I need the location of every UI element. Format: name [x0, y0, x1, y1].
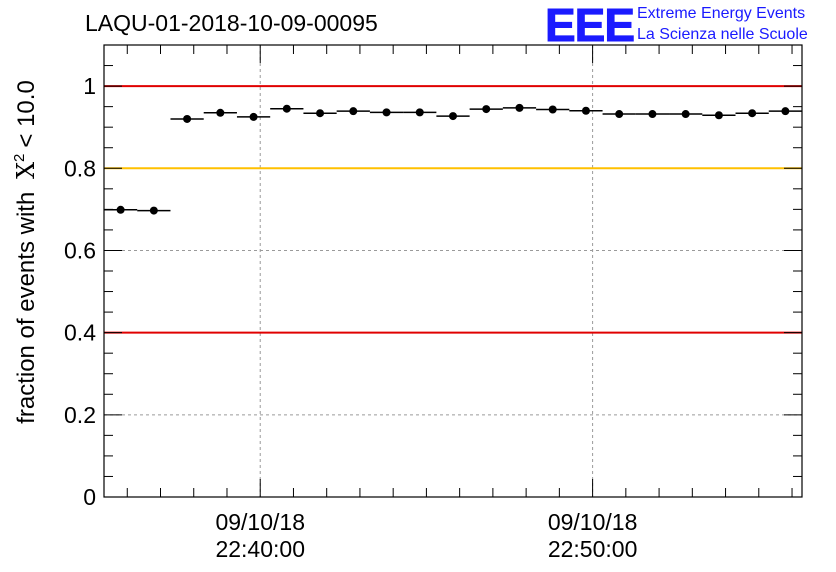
y-tick-label: 0.6 — [64, 237, 96, 263]
y-tick-labels: 0 0.2 0.4 0.6 0.8 1 — [64, 73, 96, 510]
x-tick-date: 09/10/18 — [215, 509, 305, 535]
data-point-marker — [748, 109, 757, 118]
data-point — [469, 105, 503, 114]
data-point-marker — [581, 106, 590, 115]
data-point — [369, 108, 404, 117]
data-point — [602, 110, 636, 119]
y-label-text: fraction of events with — [13, 192, 40, 424]
eee-logo-mark: EEE — [544, 0, 635, 52]
data-point-marker — [316, 109, 325, 118]
data-points — [104, 103, 802, 215]
data-point-marker — [216, 108, 225, 117]
data-point — [303, 109, 337, 118]
y-label-sup: 2 — [11, 154, 28, 162]
data-point-marker — [116, 205, 125, 214]
data-point-marker — [648, 110, 657, 119]
data-point — [203, 108, 237, 117]
data-point-marker — [282, 104, 291, 113]
y-tick-label: 0.2 — [64, 402, 96, 428]
data-point-marker — [515, 103, 524, 112]
data-point — [436, 112, 470, 121]
data-point-marker — [714, 111, 723, 120]
y-tick-label: 0.8 — [64, 155, 96, 181]
data-point — [536, 105, 570, 114]
y-tick-label: 0.4 — [64, 320, 96, 346]
data-point — [137, 206, 171, 215]
axis-ticks — [104, 44, 802, 498]
data-point-marker — [183, 114, 192, 123]
data-point-marker — [349, 107, 358, 116]
data-point-marker — [781, 107, 790, 116]
data-point — [336, 107, 370, 116]
data-point-marker — [681, 110, 690, 119]
data-point — [768, 107, 802, 116]
data-point-marker — [449, 112, 457, 121]
y-label-tail: < 10.0 — [13, 80, 40, 147]
data-point-marker — [382, 108, 391, 117]
y-tick-label: 0 — [83, 484, 96, 510]
reference-lines — [104, 85, 802, 334]
data-point-marker — [482, 105, 491, 114]
data-point — [104, 205, 138, 214]
data-point — [635, 110, 670, 119]
data-point-marker — [615, 110, 624, 119]
svg-text:fraction of events with: fraction of events with X2 < 10.0 — [11, 80, 40, 424]
data-point-marker — [149, 206, 158, 215]
x-tick-date: 09/10/18 — [548, 509, 638, 535]
data-point — [236, 112, 271, 121]
data-point — [403, 108, 437, 117]
data-point-marker — [249, 112, 258, 121]
data-point — [702, 111, 736, 120]
x-tick-time: 22:50:00 — [548, 536, 638, 562]
data-point — [669, 110, 703, 119]
x-tick-time: 22:40:00 — [215, 536, 305, 562]
data-point-marker — [548, 105, 557, 114]
y-axis-label: fraction of events with X2 < 10.0 — [11, 80, 40, 424]
data-point — [170, 114, 204, 123]
data-point — [735, 109, 769, 118]
y-tick-label: 1 — [83, 73, 96, 99]
data-point — [270, 104, 304, 113]
logo-line-1: Extreme Energy Events — [637, 5, 806, 22]
data-point-marker — [415, 108, 424, 117]
y-label-chi: X — [12, 162, 40, 179]
chart-title: LAQU-01-2018-10-09-00095 — [85, 10, 378, 36]
data-point — [569, 106, 603, 115]
logo-line-2: La Scienza nelle Scuole — [637, 26, 808, 43]
data-point — [502, 103, 537, 112]
